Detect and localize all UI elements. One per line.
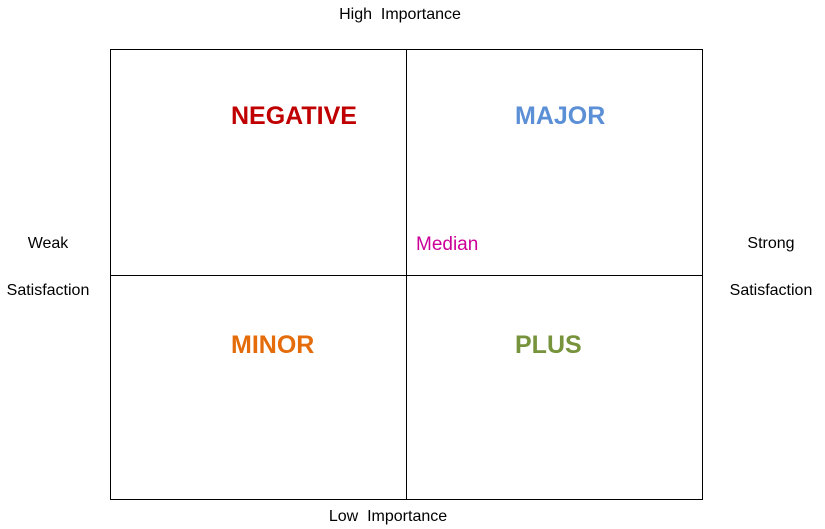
strong-label-line-2: Satisfaction (729, 282, 813, 299)
weak-label-line-1: Weak (27, 235, 69, 252)
low-importance-label: Low Importance (328, 508, 448, 525)
quadrant-plus-label: PLUS (515, 331, 582, 359)
quadrant-major-label: MAJOR (515, 102, 606, 130)
weak-satisfaction-label: Weak Satisfaction (0, 235, 96, 300)
quadrant-minor-label: MINOR (231, 331, 315, 359)
median-label: Median (416, 234, 479, 255)
strong-satisfaction-label: Strong Satisfaction (720, 235, 822, 300)
quadrant-negative-label: NEGATIVE (231, 102, 357, 130)
vertical-median-line (406, 49, 407, 500)
high-importance-label: High Importance (339, 6, 461, 23)
weak-label-line-2: Satisfaction (6, 282, 90, 299)
strong-label-line-1: Strong (747, 235, 795, 252)
